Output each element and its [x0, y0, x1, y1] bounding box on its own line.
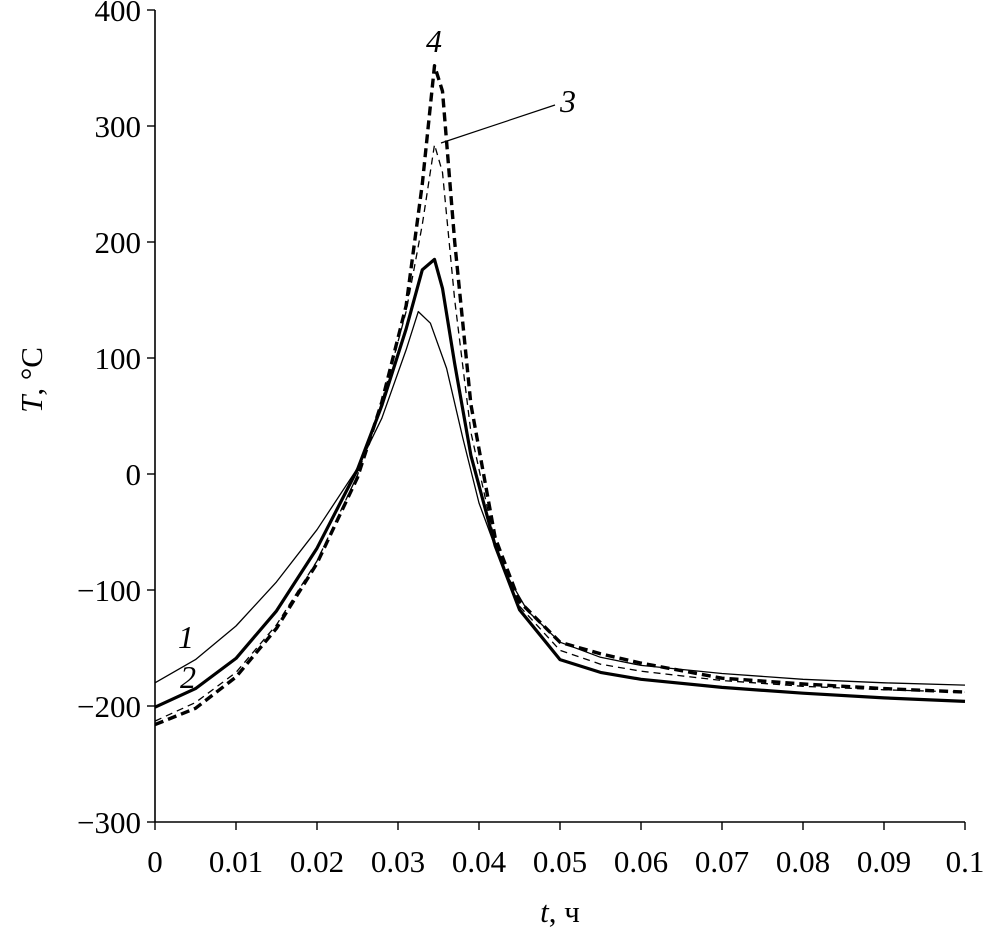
x-tick-label: 0.05 [533, 844, 587, 879]
y-axis-ticks: −300 −200 −100 0 100 200 300 400 [77, 0, 155, 840]
x-tick-label: 0.07 [695, 844, 749, 879]
series-line-2 [154, 257, 966, 709]
axes [154, 10, 965, 823]
x-tick-label: 0.04 [452, 844, 507, 879]
y-tick-label: −300 [77, 805, 141, 840]
x-tick-label: 0.03 [371, 844, 425, 879]
y-tick-label: 200 [95, 225, 142, 260]
y-tick-label: 400 [95, 0, 142, 28]
curve-label-1: 1 [178, 619, 194, 655]
x-tick-label: 0 [147, 844, 163, 879]
series-line-4 [154, 64, 966, 727]
x-tick-label: 0.08 [776, 844, 830, 879]
x-tick-label: 0.02 [290, 844, 344, 879]
x-tick-label: 0.01 [209, 844, 263, 879]
series-line-3 [154, 143, 966, 722]
curve-label-3: 3 [559, 83, 576, 119]
y-tick-label: −100 [77, 573, 141, 608]
x-tick-label: 0.1 [946, 844, 985, 879]
x-axis-ticks: 0 0.01 0.02 0.03 0.04 0.05 0.06 0.07 0.08 0.09 0.1 [147, 822, 984, 879]
series-lines [154, 64, 966, 727]
x-tick-label: 0.06 [614, 844, 668, 879]
x-axis-title: t, ч [540, 894, 580, 929]
curve-label-4: 4 [426, 23, 442, 59]
y-axis-title: T, °C [14, 347, 49, 413]
y-tick-label: 0 [126, 457, 142, 492]
curve-label-3-leader [440, 104, 556, 144]
y-tick-label: −200 [77, 689, 141, 724]
y-tick-label: 100 [95, 341, 142, 376]
x-tick-label: 0.09 [857, 844, 911, 879]
curve-label-2: 2 [180, 659, 196, 695]
y-tick-label: 300 [95, 109, 142, 144]
